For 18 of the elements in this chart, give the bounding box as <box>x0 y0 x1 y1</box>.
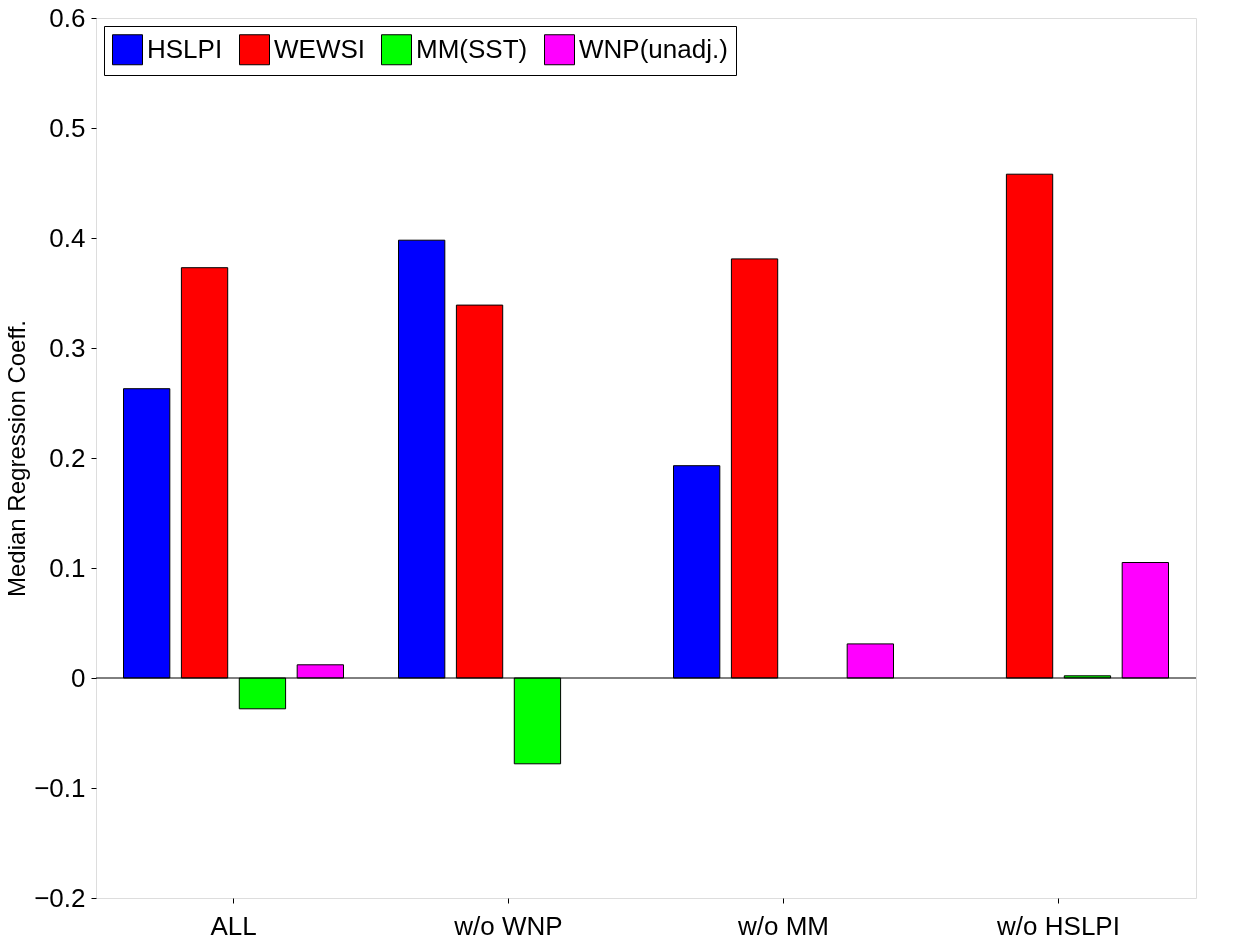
y-tick-label: 0.2 <box>49 442 86 473</box>
y-tick-label: 0.5 <box>49 112 86 143</box>
y-tick-label: −0.1 <box>34 772 86 803</box>
y-tick-label: 0.3 <box>49 332 86 363</box>
legend-label: HSLPI <box>147 33 223 64</box>
x-tick-label: w/o MM <box>737 910 829 941</box>
y-tick-label: 0.6 <box>49 2 86 33</box>
y-tick-label: 0.4 <box>49 222 86 253</box>
y-tick-label: 0 <box>71 662 86 693</box>
x-tick-label: w/o HSLPI <box>996 910 1120 941</box>
x-tick-label: w/o WNP <box>453 910 563 941</box>
x-tick-label: ALL <box>210 910 257 941</box>
legend-label: MM(SST) <box>416 33 528 64</box>
legend-label: WEWSI <box>274 33 365 64</box>
legend-label: WNP(unadj.) <box>579 33 728 64</box>
y-axis-title: Median Regression Coeff. <box>3 319 31 598</box>
y-tick-label: −0.2 <box>34 882 86 913</box>
y-tick-label: 0.1 <box>49 552 86 583</box>
